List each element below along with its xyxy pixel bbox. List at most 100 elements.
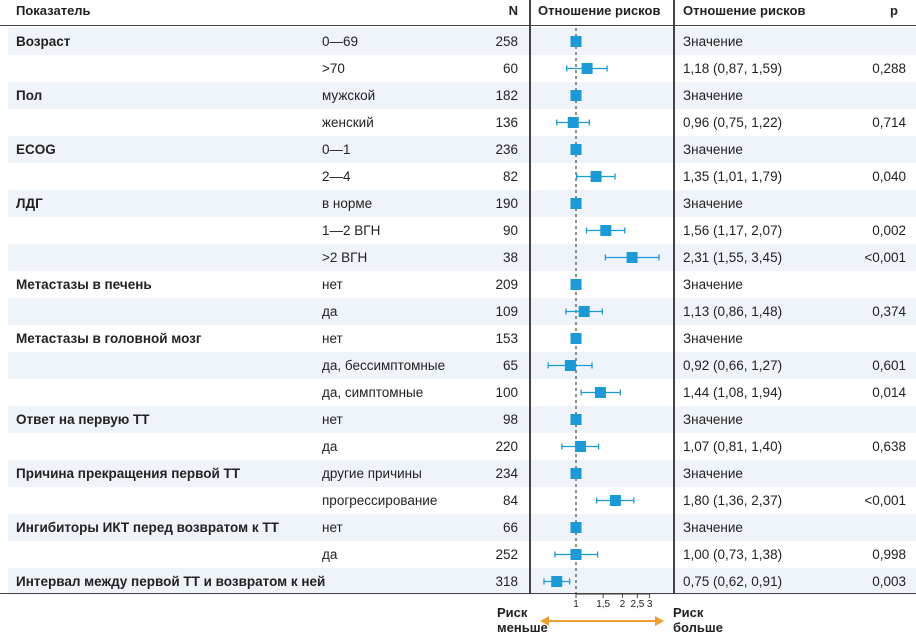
row-p: 0,998 [872,547,906,562]
row-n: 252 [495,547,518,562]
row-category: ECOG [16,142,56,157]
table-row: Ингибиторы ИКТ перед возвратом к ТТ нет 66… [8,514,916,541]
row-p: 0,288 [872,61,906,76]
row-hr: 1,13 (0,86, 1,48) [683,304,783,319]
header-divider [0,25,916,26]
row-p [808,460,906,487]
row-n: 234 [495,466,518,481]
row-subgroup: >70 [322,61,345,76]
table-row: ECOG 0—1 236 Значение [8,136,916,163]
row-p: <0,001 [864,250,906,265]
header-plot: Отношение рисков [538,3,661,18]
row-n: 109 [495,304,518,319]
row-subgroup: 0—69 [322,34,359,49]
row-category: Метастазы в печень [16,277,152,292]
row-n: 84 [502,493,518,508]
row-subgroup: нет [322,277,343,292]
row-subgroup: 0—1 [322,142,351,157]
x-tick-label: 2 [620,599,626,610]
row-p [808,325,906,352]
row-hr: Значение [683,88,743,103]
row-n: 136 [495,115,518,130]
row-subgroup: в норме [322,196,373,211]
header-hr: Отношение рисков [683,3,806,18]
row-p [808,190,906,217]
table-row: ЛДГ в норме 190 Значение [8,190,916,217]
table-row: да 109 1,13 (0,86, 1,48) 0,374 [8,298,916,325]
row-p [808,82,906,109]
row-hr: 1,00 (0,73, 1,38) [683,547,783,562]
legend-arrow-right-head [655,616,664,626]
row-n: 153 [495,331,518,346]
row-hr: 1,80 (1,36, 2,37) [683,493,783,508]
row-p: 0,014 [872,385,906,400]
row-category: Метастазы в головной мозг [16,331,202,346]
row-p: 0,002 [872,223,906,238]
row-subgroup: 1—2 ВГН [322,223,381,238]
row-hr: 0,75 (0,62, 0,91) [683,574,783,589]
row-subgroup: да, симптомные [322,385,424,400]
table-row: прогрессирование 84 1,80 (1,36, 2,37) <0,00… [8,487,916,514]
row-n: 100 [495,385,518,400]
row-hr: 1,07 (0,81, 1,40) [683,439,783,454]
row-subgroup: женский [322,115,374,130]
row-subgroup: >2 ВГН [322,250,368,265]
row-hr: Значение [683,412,743,427]
legend-left-line2: меньше [497,620,548,635]
row-hr: 1,18 (0,87, 1,59) [683,61,783,76]
row-n: 236 [495,142,518,157]
footer-divider [0,593,916,594]
header-n: N [508,3,518,18]
row-n: 65 [502,358,518,373]
table-row: >2 ВГН 38 2,31 (1,55, 3,45) <0,001 [8,244,916,271]
legend-right: Риск больше [673,605,723,635]
row-subgroup: 2—4 [322,169,351,184]
row-category: Ингибиторы ИКТ перед возвратом к ТТ [16,520,279,535]
table-row: Пол мужской 182 Значение [8,82,916,109]
legend-right-line1: Риск [673,605,704,620]
legend-left-line1: Риск [497,605,528,620]
row-p: 0,040 [872,169,906,184]
row-hr: 2,31 (1,55, 3,45) [683,250,783,265]
row-hr: Значение [683,520,743,535]
table-row: Интервал между первой ТТ и возвратом к н… [8,568,916,595]
row-n: 98 [502,412,518,427]
row-hr: Значение [683,277,743,292]
table-row: >70 60 1,18 (0,87, 1,59) 0,288 [8,55,916,82]
table-row: Метастазы в головной мозг нет 153 Значение [8,325,916,352]
row-n: 60 [502,61,518,76]
table-row: Метастазы в печень нет 209 Значение [8,271,916,298]
row-subgroup: да, бессимптомные [322,358,446,373]
x-tick-label: 3 [647,599,653,610]
row-hr: Значение [683,196,743,211]
row-n: 258 [495,34,518,49]
row-p: 0,374 [872,304,906,319]
row-n: 318 [495,574,518,589]
x-tick-label: 1,5 [596,599,610,610]
table-row: да 220 1,07 (0,81, 1,40) 0,638 [8,433,916,460]
row-hr: 0,92 (0,66, 1,27) [683,358,783,373]
table-row: Возраст 0—69 258 Значение [8,28,916,55]
table-row: Причина прекращения первой ТТ другие прич… [8,460,916,487]
row-p [808,271,906,298]
row-subgroup: нет [322,520,343,535]
row-hr: 1,56 (1,17, 2,07) [683,223,783,238]
row-subgroup: прогрессирование [322,493,438,508]
row-hr: Значение [683,142,743,157]
row-n: 82 [502,169,518,184]
row-p [808,514,906,541]
table-row: Ответ на первую ТТ нет 98 Значение [8,406,916,433]
row-n: 220 [495,439,518,454]
table-row: да, бессимптомные 65 0,92 (0,66, 1,27) 0,60… [8,352,916,379]
table-row: женский 136 0,96 (0,75, 1,22) 0,714 [8,109,916,136]
plot-left-border [529,0,531,594]
row-n: 182 [495,88,518,103]
row-hr: 0,96 (0,75, 1,22) [683,115,783,130]
x-tick-label: 1 [573,599,579,610]
row-p: 0,638 [872,439,906,454]
row-n: 209 [495,277,518,292]
legend-right-line2: больше [673,620,723,635]
row-category: ЛДГ [16,196,43,211]
row-p [808,136,906,163]
row-hr: Значение [683,331,743,346]
